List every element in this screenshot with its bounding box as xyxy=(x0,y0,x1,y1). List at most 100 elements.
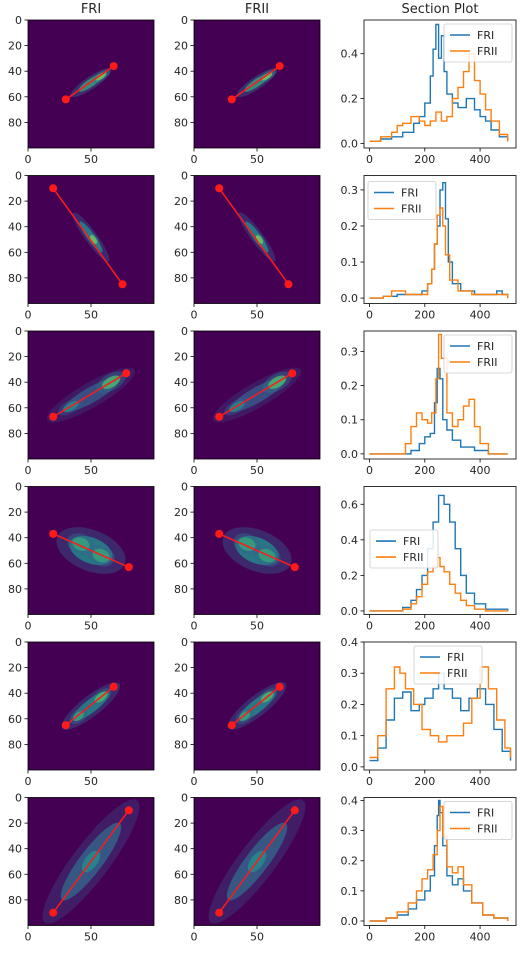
y-tick-label: 20 xyxy=(174,351,188,364)
y-tick-label: 20 xyxy=(174,40,188,53)
y-tick-label: 80 xyxy=(8,272,22,285)
section-endpoint xyxy=(124,563,133,572)
y-tick-label: 0.2 xyxy=(341,93,359,106)
x-tick-label: 400 xyxy=(470,931,491,944)
legend-box xyxy=(443,23,513,63)
x-tick-label: 50 xyxy=(250,775,264,788)
y-tick-label: 60 xyxy=(8,868,22,881)
column-title-fri: FRI xyxy=(80,2,102,17)
section-endpoint xyxy=(109,62,118,71)
x-tick-label: 0 xyxy=(366,153,373,166)
legend-label-fri: FRI xyxy=(477,29,494,42)
x-tick-label: 50 xyxy=(84,620,98,633)
x-tick-label: 0 xyxy=(25,309,32,322)
y-tick-label: 0 xyxy=(181,636,188,649)
legend-label-fri: FRI xyxy=(447,651,464,664)
y-tick-label: 20 xyxy=(174,506,188,519)
y-tick-label: 0.1 xyxy=(341,256,359,269)
x-tick-label: 50 xyxy=(250,931,264,944)
x-tick-label: 200 xyxy=(414,309,435,322)
y-tick-label: 80 xyxy=(8,116,22,129)
x-tick-label: 200 xyxy=(414,775,435,788)
y-tick-label: 40 xyxy=(174,376,188,389)
x-tick-label: 0 xyxy=(25,620,32,633)
y-tick-label: 80 xyxy=(174,738,188,751)
section-line-frii xyxy=(231,65,281,100)
y-tick-label: 0 xyxy=(181,325,188,338)
y-tick-label: 40 xyxy=(8,221,22,234)
x-tick-label: 0 xyxy=(366,775,373,788)
y-tick-label: 60 xyxy=(8,557,22,570)
y-tick-label: 0.3 xyxy=(341,667,359,680)
emission-core xyxy=(89,235,98,244)
y-tick-label: 80 xyxy=(174,427,188,440)
y-tick-label: 80 xyxy=(174,894,188,907)
x-tick-label: 200 xyxy=(414,153,435,166)
y-tick-label: 80 xyxy=(174,272,188,285)
y-tick-label: 20 xyxy=(8,817,22,830)
x-tick-label: 0 xyxy=(366,620,373,633)
y-tick-label: 40 xyxy=(8,532,22,545)
y-tick-label: 80 xyxy=(174,116,188,129)
legend-box xyxy=(413,645,483,685)
y-tick-label: 0 xyxy=(15,481,22,494)
y-tick-label: 80 xyxy=(8,427,22,440)
x-tick-label: 50 xyxy=(250,620,264,633)
x-tick-label: 0 xyxy=(25,931,32,944)
legend-box xyxy=(443,801,513,840)
section-line-fri xyxy=(52,533,130,568)
y-tick-label: 40 xyxy=(8,843,22,856)
section-line-fri xyxy=(65,686,115,726)
series-line-frii xyxy=(369,333,508,455)
x-tick-label: 400 xyxy=(470,153,491,166)
y-tick-label: 40 xyxy=(8,376,22,389)
y-tick-label: 80 xyxy=(8,894,22,907)
x-tick-label: 0 xyxy=(366,931,373,944)
legend-label-fri: FRI xyxy=(477,340,494,353)
x-tick-label: 400 xyxy=(470,775,491,788)
legend-label-frii: FRII xyxy=(477,356,497,369)
section-endpoint xyxy=(49,184,58,193)
section-endpoint xyxy=(49,529,58,538)
column-title-frii: FRII xyxy=(244,2,270,17)
column-title-section-plot: Section Plot xyxy=(401,2,479,17)
section-line-fri xyxy=(52,187,124,285)
x-tick-label: 50 xyxy=(84,464,98,477)
legend-box xyxy=(369,529,439,569)
section-line-frii xyxy=(218,372,293,418)
legend-label-frii: FRII xyxy=(477,823,497,836)
y-tick-label: 60 xyxy=(8,402,22,415)
y-tick-label: 0.6 xyxy=(341,498,359,511)
section-endpoint xyxy=(290,563,299,572)
y-tick-label: 20 xyxy=(8,662,22,675)
y-tick-label: 40 xyxy=(174,221,188,234)
section-endpoint xyxy=(61,721,70,730)
y-tick-label: 0.0 xyxy=(341,448,359,461)
x-tick-label: 0 xyxy=(25,153,32,166)
y-tick-label: 60 xyxy=(8,713,22,726)
section-line-frii xyxy=(231,686,281,726)
series-line-fri xyxy=(369,367,508,455)
x-tick-label: 0 xyxy=(191,931,198,944)
section-endpoint xyxy=(227,95,236,104)
section-endpoint xyxy=(122,369,131,378)
y-tick-label: 0.1 xyxy=(341,414,359,427)
y-tick-label: 40 xyxy=(174,65,188,78)
x-tick-label: 400 xyxy=(470,309,491,322)
y-tick-label: 20 xyxy=(8,195,22,208)
x-tick-label: 400 xyxy=(470,620,491,633)
x-tick-label: 200 xyxy=(414,464,435,477)
x-tick-label: 400 xyxy=(470,464,491,477)
x-tick-label: 200 xyxy=(414,931,435,944)
y-tick-label: 80 xyxy=(8,583,22,596)
y-tick-label: 0.3 xyxy=(341,345,359,358)
emission-core xyxy=(95,72,107,81)
y-tick-label: 0.1 xyxy=(341,730,359,743)
section-endpoint xyxy=(49,908,58,917)
y-tick-label: 40 xyxy=(174,532,188,545)
series-line-fri xyxy=(369,23,509,142)
y-tick-label: 20 xyxy=(174,195,188,208)
section-line-frii xyxy=(218,809,296,914)
y-tick-label: 0 xyxy=(181,481,188,494)
series-line-frii xyxy=(369,53,509,142)
